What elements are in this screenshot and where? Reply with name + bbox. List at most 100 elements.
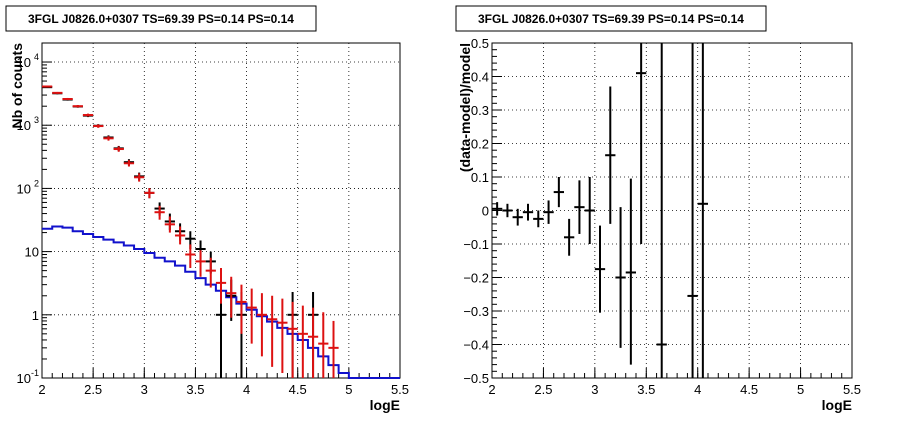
y-tick-label: −0.2 — [463, 271, 489, 286]
data-point — [52, 91, 63, 94]
x-tick-label: 2.5 — [84, 382, 102, 397]
data-point — [185, 244, 196, 269]
y-tick-label: 0.4 — [471, 70, 489, 85]
data-point — [564, 218, 575, 256]
x-tick-label: 2 — [38, 382, 45, 397]
data-point — [615, 207, 626, 348]
data-point — [103, 136, 114, 141]
data-point — [605, 86, 616, 224]
right-axis-ticks: 2 2.5 3 3.5 4 4.5 5 5.5 0.5 0.4 0.3 0.2 0.1 0 −0.1 −0.2… — [463, 36, 861, 397]
y-tick-label: 10 — [17, 371, 31, 386]
data-point — [512, 208, 523, 226]
y-tick-label: 0.1 — [471, 170, 489, 185]
data-point — [553, 177, 564, 208]
right-title-box — [455, 5, 767, 32]
data-point — [215, 291, 227, 378]
right-plot-pad: 3FGL J0826.0+0307 TS=69.39 PS=0.14 PS=0.… — [455, 5, 861, 413]
data-point — [656, 43, 667, 378]
x-tick-label: 5 — [797, 382, 804, 397]
y-tick-label: −0.4 — [463, 338, 489, 353]
y-tick-label: 0.5 — [471, 36, 489, 51]
data-point — [297, 305, 308, 378]
right-grid — [492, 43, 852, 378]
y-tick-label: 0 — [482, 204, 489, 219]
data-point — [134, 173, 145, 182]
y-tick-label: 0.3 — [471, 103, 489, 118]
data-point — [246, 288, 257, 344]
data-point — [42, 85, 53, 88]
data-point — [697, 43, 708, 378]
data-point — [277, 298, 288, 373]
y-tick-exponent: 4 — [34, 52, 39, 62]
right-y-axis-label: (data-model)/model — [457, 43, 473, 172]
y-tick-exponent: 2 — [34, 178, 39, 188]
data-point — [205, 257, 216, 288]
data-point — [522, 203, 534, 221]
left-plot-title: 3FGL J0826.0+0307 TS=69.39 PS=0.14 PS=0.… — [28, 12, 294, 26]
data-point — [307, 307, 319, 378]
x-tick-label: 4 — [243, 382, 250, 397]
y-tick-label: −0.5 — [463, 371, 489, 386]
y-tick-label: 10 — [17, 55, 31, 70]
data-point — [256, 293, 268, 357]
data-point — [72, 104, 83, 108]
y-tick-label: 10 — [17, 118, 31, 133]
x-tick-label: 4 — [694, 382, 701, 397]
x-tick-label: 3.5 — [637, 382, 655, 397]
data-point — [215, 268, 227, 304]
x-tick-label: 4.5 — [740, 382, 758, 397]
data-point — [328, 320, 339, 378]
data-point — [584, 177, 595, 244]
x-tick-label: 3 — [591, 382, 598, 397]
right-data-points — [492, 43, 708, 378]
data-point — [533, 210, 544, 228]
y-tick-label: 1 — [32, 308, 39, 323]
y-tick-label: −0.3 — [463, 304, 489, 319]
x-tick-label: 2 — [488, 382, 495, 397]
data-point — [492, 202, 503, 216]
left-y-axis-label: Nb of counts — [9, 43, 25, 129]
data-point — [174, 226, 186, 245]
data-point — [267, 295, 278, 367]
y-tick-label: −0.1 — [463, 237, 489, 252]
x-tick-label: 3.5 — [186, 382, 204, 397]
left-data-points — [42, 85, 339, 378]
data-point — [82, 113, 94, 117]
data-point — [236, 284, 247, 334]
right-x-axis-label: logE — [822, 397, 852, 413]
data-point — [502, 203, 513, 218]
y-tick-exponent: -1 — [31, 368, 39, 378]
data-point — [113, 146, 124, 152]
data-point — [625, 178, 636, 365]
data-point — [287, 301, 298, 378]
data-point — [62, 97, 73, 101]
data-point — [144, 188, 155, 199]
data-point — [636, 43, 647, 244]
data-point — [594, 225, 606, 313]
left-x-axis-label: logE — [370, 397, 400, 413]
data-point — [226, 276, 237, 318]
x-tick-label: 5 — [345, 382, 352, 397]
x-tick-label: 4.5 — [289, 382, 307, 397]
x-tick-label: 5.5 — [843, 382, 861, 397]
data-point — [574, 180, 585, 234]
data-point — [543, 200, 554, 224]
x-tick-label: 2.5 — [534, 382, 552, 397]
y-tick-exponent: 3 — [34, 115, 39, 125]
data-point — [123, 160, 135, 167]
data-point — [318, 312, 329, 378]
data-point — [93, 124, 104, 128]
y-tick-label: 10 — [17, 181, 31, 196]
data-point — [195, 250, 206, 277]
y-tick-label: 10 — [25, 245, 39, 260]
x-tick-label: 5.5 — [391, 382, 409, 397]
y-tick-label: 0.2 — [471, 137, 489, 152]
data-point — [154, 205, 165, 220]
left-plot-pad: 3FGL J0826.0+0307 TS=69.39 PS=0.14 PS=0.… — [5, 5, 409, 413]
data-point — [164, 216, 175, 233]
left-title-box — [5, 5, 317, 32]
x-tick-label: 3 — [141, 382, 148, 397]
data-point — [687, 43, 698, 378]
